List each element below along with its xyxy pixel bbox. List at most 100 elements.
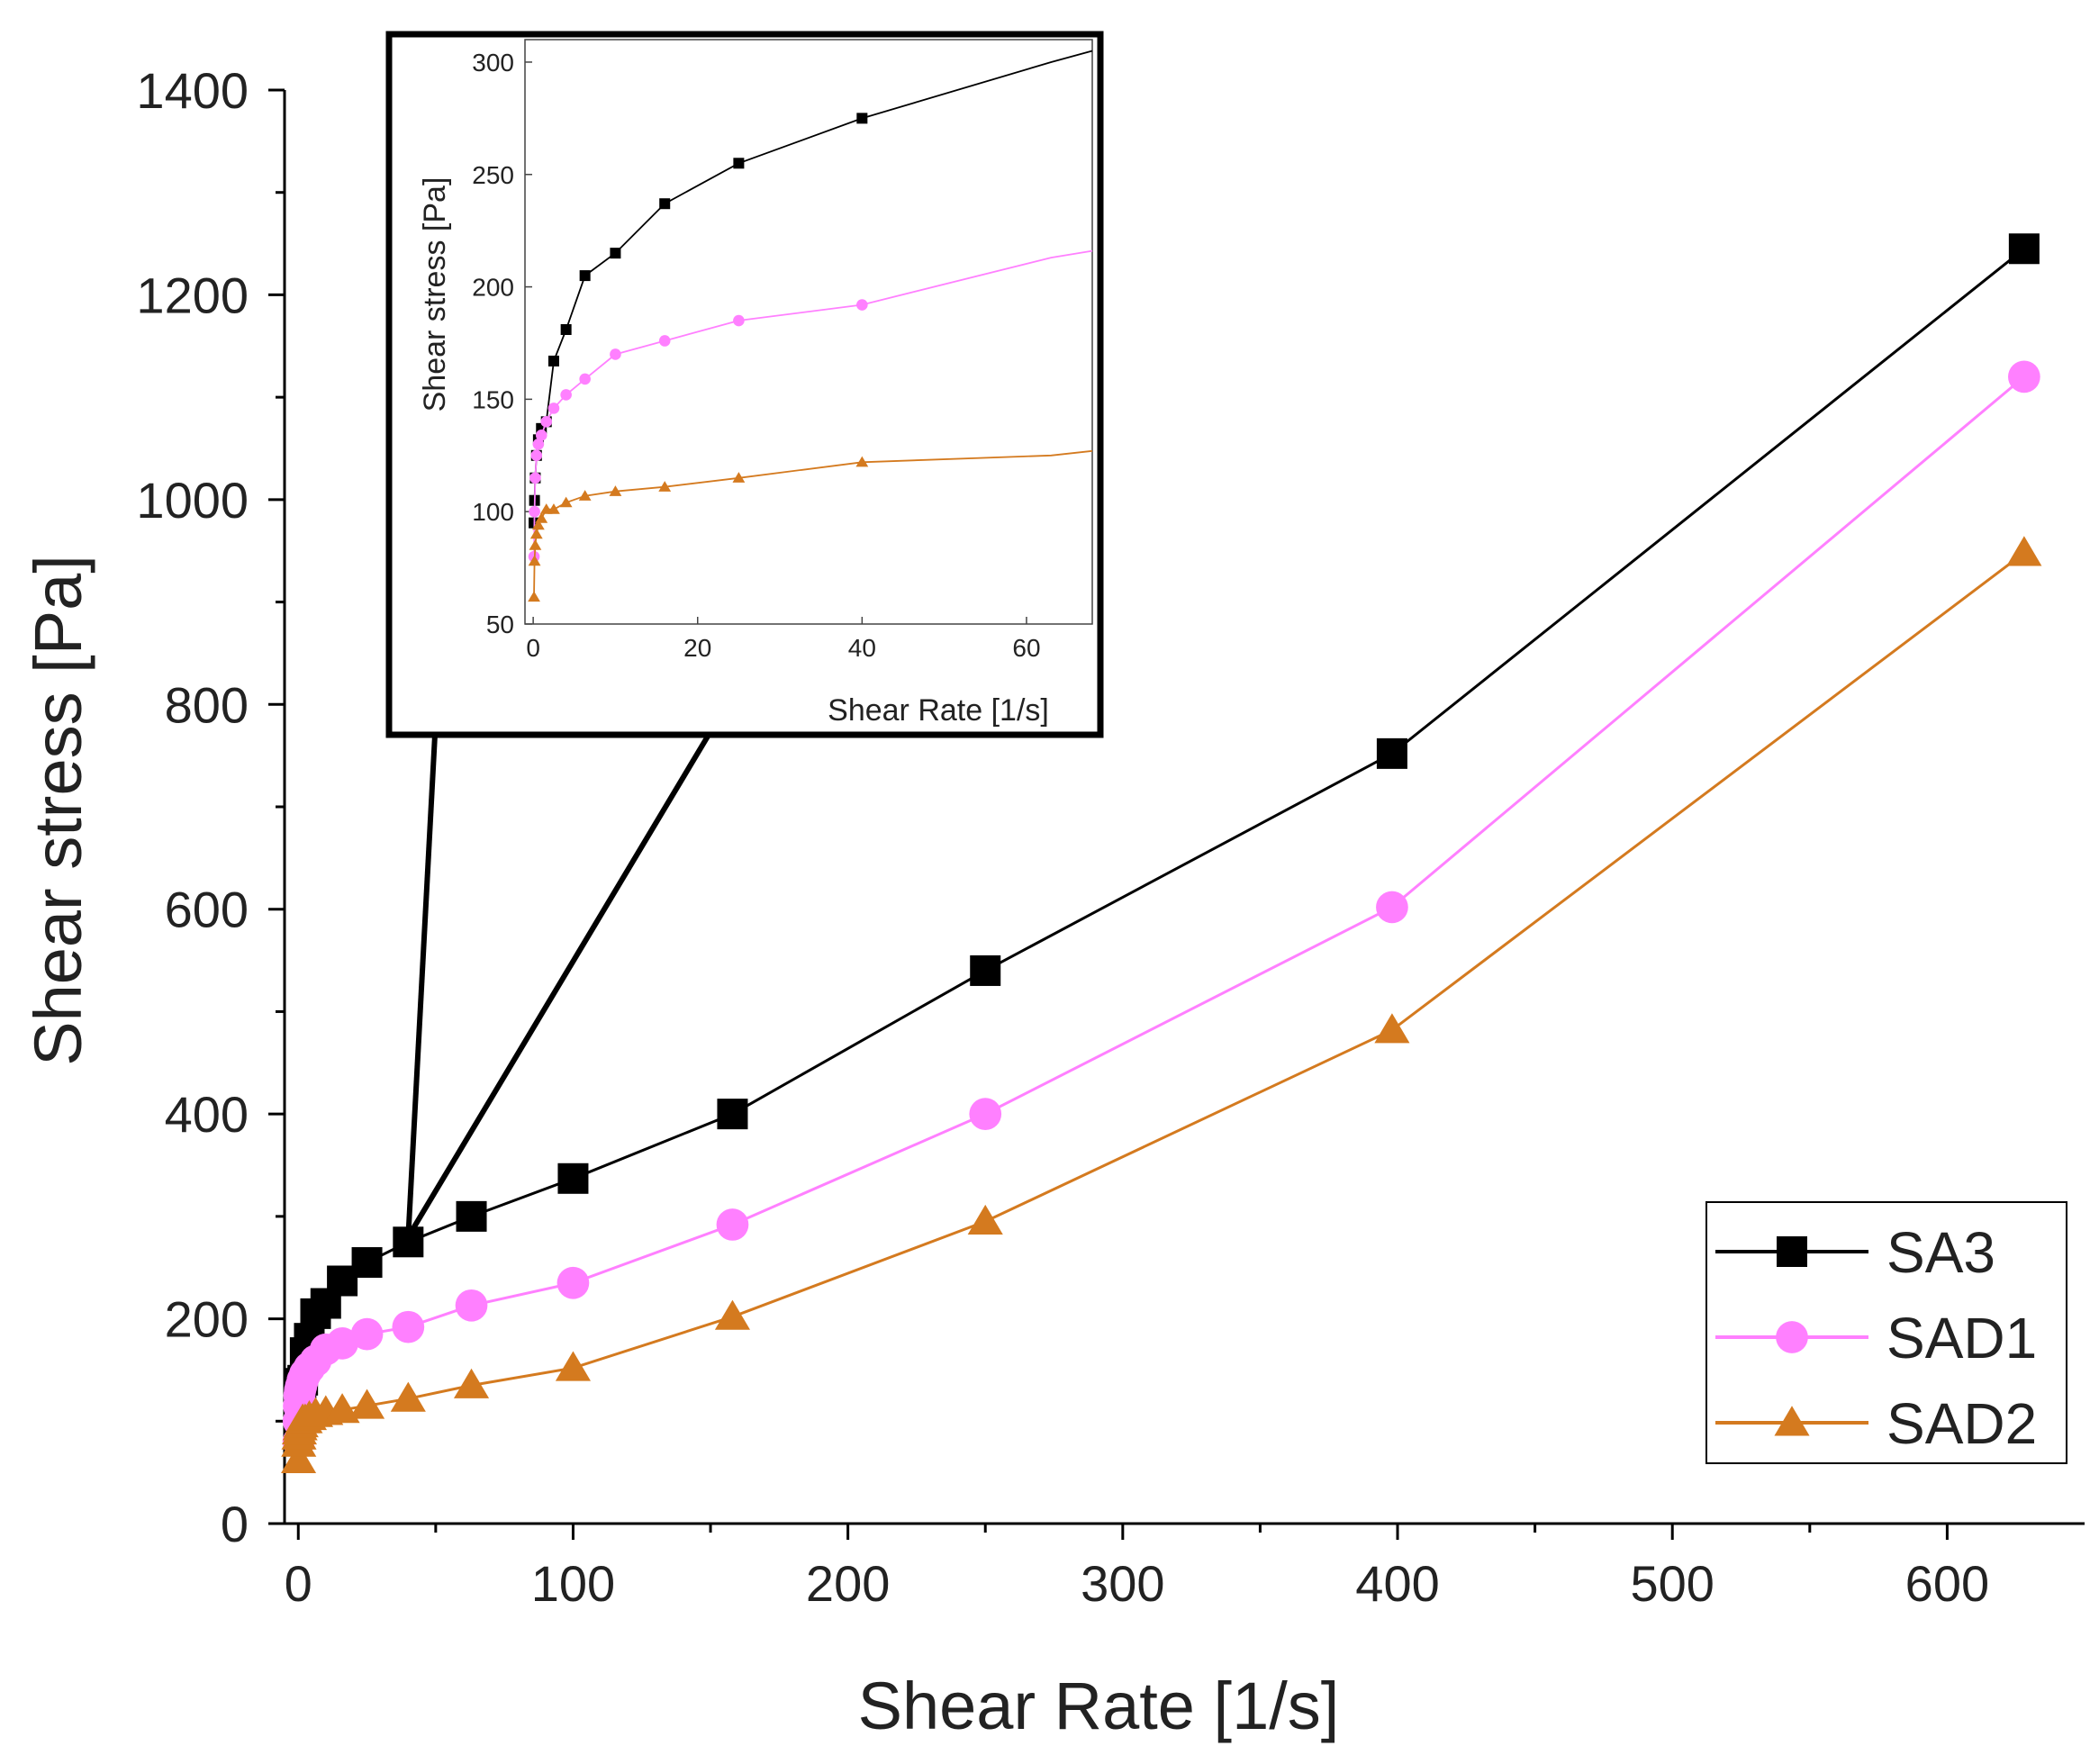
zoom-line-left: [405, 734, 438, 1237]
data-point-sad1: [326, 1327, 358, 1360]
inset-x-tick-label: 0: [526, 634, 540, 662]
inset-data-point-sad2: [529, 528, 543, 539]
main-y-tick-label: 1200: [136, 267, 249, 323]
legend-entry-sa3: SA3: [1715, 1220, 1995, 1285]
data-point-sad2: [555, 1351, 592, 1381]
data-point-sad2: [281, 1443, 317, 1473]
data-point-sad2: [714, 1299, 751, 1330]
legend-box: [1705, 1201, 2067, 1464]
inset-data-point-sa3: [560, 324, 572, 336]
inset-data-point-sa3: [610, 248, 621, 259]
main-x-tick-label: 500: [1630, 1555, 1714, 1612]
inset-data-point-sad2: [531, 519, 545, 530]
inset-x-tick-label: 20: [683, 634, 711, 662]
main-x-tick-label: 400: [1355, 1555, 1439, 1612]
legend-label: SAD2: [1886, 1391, 2037, 1456]
inset-data-point-sad1: [532, 439, 545, 450]
legend-marker: [1774, 1406, 1810, 1436]
data-point-sad2: [453, 1368, 490, 1398]
data-point-sad2: [967, 1204, 1003, 1235]
main-x-tick-label: 100: [531, 1555, 615, 1612]
main-x-axis-label: Shear Rate [1/s]: [858, 1669, 1340, 1743]
main-plot: 0 100 200 300 400 500 600020040060080010001200…: [21, 62, 2085, 1743]
main-y-tick-label: 1000: [136, 472, 249, 529]
series-sad2: [281, 536, 2042, 1473]
main-y-tick-label: 0: [221, 1496, 249, 1552]
inset-data-point-sad2: [658, 481, 672, 492]
inset-y-tick-label: 150: [472, 385, 514, 413]
data-point-sad1: [2008, 360, 2040, 394]
data-point-sa3: [557, 1162, 589, 1194]
inset-x-tick-label: 60: [1012, 634, 1040, 662]
inset-data-point-sad2: [732, 472, 746, 483]
main-x-tick-label: 0: [285, 1555, 312, 1612]
data-point-sad1: [969, 1098, 1002, 1130]
legend-marker: [1777, 1236, 1807, 1267]
inset-y-axis-label: Shear stress [Pa]: [418, 177, 452, 412]
inset-data-point-sad1: [547, 403, 560, 414]
inset-series-sad1: [528, 249, 1093, 563]
data-point-sad2: [2006, 536, 2042, 566]
legend-entry-sad1: SAD1: [1715, 1306, 2037, 1370]
data-point-sa3: [717, 1099, 748, 1130]
inset-y-tick-label: 200: [472, 274, 514, 302]
data-point-sad2: [1374, 1013, 1410, 1044]
inset-data-point-sad2: [547, 503, 560, 514]
legend-entries: SA3 SAD1 SAD2: [1715, 1220, 2037, 1456]
inset-y-tick-label: 250: [472, 161, 514, 189]
inset-data-point-sad2: [528, 591, 540, 602]
inset-tick-labels: 0 20 40 60 50 100 150 200 250 300: [472, 49, 1040, 662]
main-x-tick-label: 600: [1905, 1555, 1989, 1612]
main-y-tick-label: 600: [165, 882, 249, 938]
data-point-sa3: [970, 954, 1001, 986]
inset-data-point-sad1: [579, 373, 591, 385]
inset-data-point-sa3: [856, 113, 868, 124]
main-y-tick-label: 800: [165, 676, 249, 733]
inset-series-line-sad1: [533, 249, 1093, 557]
inset-axes-box: [524, 39, 1093, 625]
legend: SA3 SAD1 SAD2: [1705, 1201, 2067, 1464]
inset-data-point-sa3: [733, 158, 745, 169]
inset-plot: 0 20 40 60 50 100 150 200 250 300 Shear Rate [1/s…: [385, 31, 1104, 738]
main-y-axis-label: Shear stress [Pa]: [21, 555, 95, 1066]
inset-data-point-sa3: [659, 198, 671, 210]
data-point-sad1: [716, 1208, 749, 1241]
main-y-tick-label: 1400: [136, 62, 249, 119]
data-point-sa3: [2008, 233, 2040, 265]
legend-marker: [1776, 1321, 1808, 1353]
zoom-line-right: [405, 733, 711, 1239]
inset-data-point-sa3: [579, 270, 591, 282]
data-point-sa3: [456, 1200, 487, 1232]
main-y-tick-label: 200: [165, 1291, 249, 1348]
main-axis-ticks: [268, 88, 1949, 1540]
main-x-tick-label: 200: [806, 1555, 890, 1612]
data-point-sa3: [1376, 737, 1407, 769]
inset-data-point-sad2: [529, 539, 542, 550]
inset-frame: [385, 31, 1104, 738]
data-point-sad1: [556, 1266, 590, 1299]
inset-zoom-lines: [405, 733, 711, 1239]
inset-data-point-sad2: [535, 512, 548, 523]
inset-data-point-sad1: [733, 314, 745, 327]
legend-label: SAD1: [1886, 1306, 2037, 1370]
inset-data-point-sad1: [530, 449, 543, 462]
inset-series-group: [528, 50, 1093, 602]
inset-data-point-sad1: [610, 348, 621, 360]
inset-data-point-sad1: [540, 416, 553, 428]
inset-series-sad2: [528, 449, 1093, 602]
inset-data-point-sad2: [578, 490, 592, 501]
inset-data-point-sa3: [547, 355, 559, 366]
legend-label: SA3: [1886, 1220, 1995, 1285]
data-point-sad1: [392, 1310, 425, 1343]
main-x-tick-label: 300: [1081, 1555, 1164, 1612]
data-point-sad2: [390, 1381, 426, 1412]
data-point-sad1: [350, 1317, 384, 1351]
inset-data-point-sad1: [535, 430, 547, 441]
data-point-sad2: [324, 1393, 360, 1424]
inset-data-point-sad2: [609, 485, 622, 496]
data-point-sad2: [349, 1389, 385, 1419]
data-point-sad1: [1376, 891, 1408, 924]
inset-data-point-sad2: [855, 456, 869, 467]
inset-y-tick-label: 300: [472, 49, 514, 77]
